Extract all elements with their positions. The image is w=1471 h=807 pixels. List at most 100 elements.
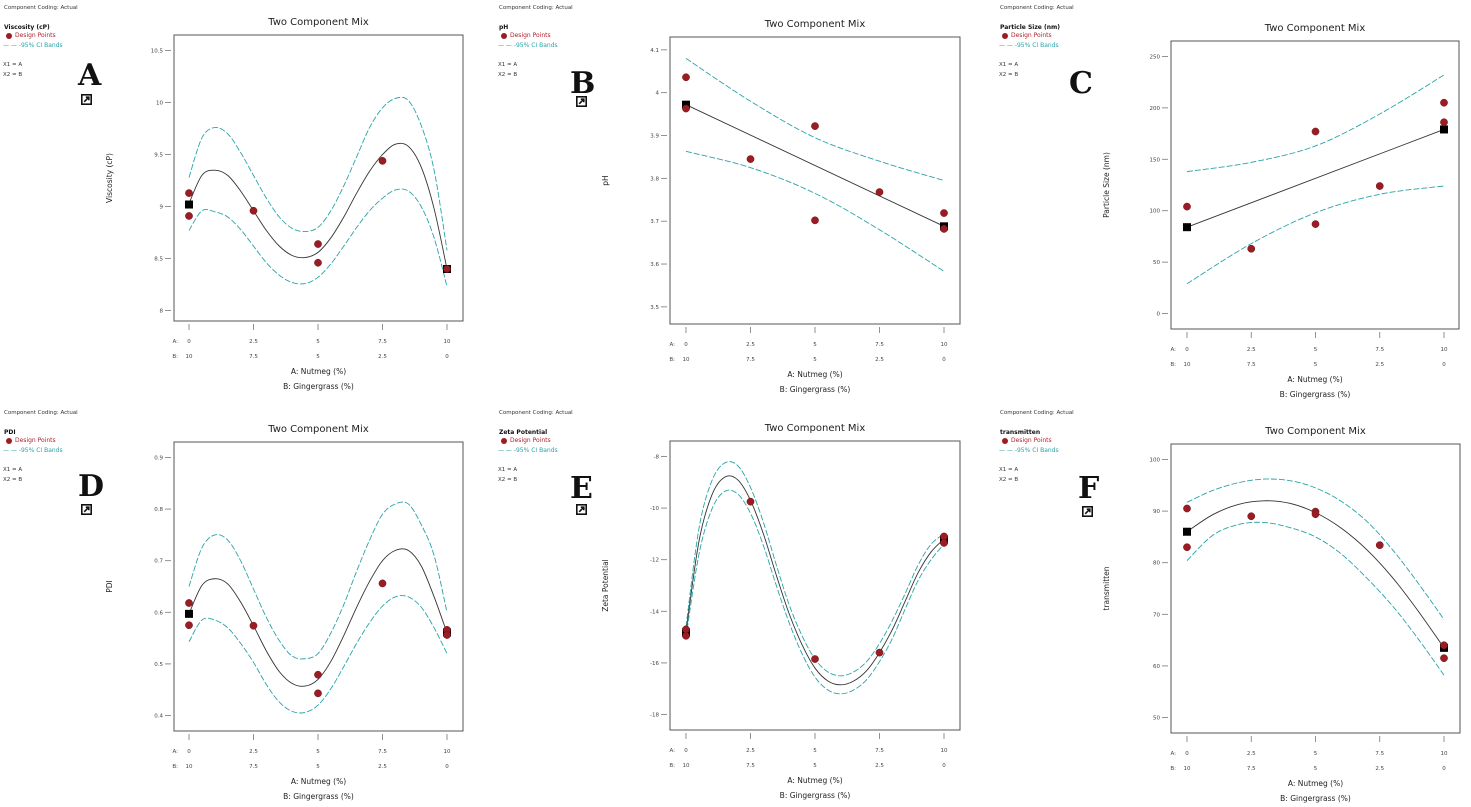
x-axis-label-b: B: Gingergrass (%) [283, 792, 354, 801]
design-point [1440, 641, 1448, 650]
x-tick-label-b: 7.5 [746, 357, 755, 363]
y-tick-label: 3.5 [650, 305, 659, 311]
x-axis-label-b: B: Gingergrass (%) [283, 382, 354, 391]
dashed-line-icon: — — [498, 42, 514, 49]
y-tick-label: 200 [1150, 106, 1161, 112]
actual-point-square [1183, 527, 1191, 536]
x-tick-label-a: 10 [1441, 347, 1448, 353]
x-axis-label-b: B: Gingergrass (%) [1280, 390, 1351, 399]
dashed-line-icon: — — [999, 447, 1015, 454]
panel-f: Component Coding: Actual transmitten Desig… [996, 405, 1471, 807]
y-tick-label: 8 [160, 309, 164, 315]
fit-line [685, 104, 945, 227]
panel-b: Component Coding: Actual pH Design Points —… [495, 0, 985, 402]
x2-mapping: X2 = B [3, 72, 23, 78]
x-tick-label-b: 2.5 [378, 764, 387, 770]
legend-ci-bands: — — -95% CI Bands [498, 42, 558, 49]
y-axis-label: transmitten [1102, 566, 1111, 610]
x-axis-label-a: A: Nutmeg (%) [1287, 375, 1342, 384]
response-name: PDI [4, 429, 16, 436]
x-tick-label-a: 7.5 [875, 748, 884, 754]
design-point-marker-icon [1002, 437, 1008, 444]
x-axis-label-a: A: Nutmeg (%) [291, 367, 346, 376]
x-axis-label-a: A: Nutmeg (%) [787, 776, 842, 785]
design-point [940, 209, 948, 217]
design-point [1183, 504, 1191, 513]
x1-mapping: X1 = A [498, 467, 518, 473]
x-tick-label-b: 0 [942, 357, 946, 363]
legend-ci-bands-label: -95% CI Bands [1014, 447, 1059, 454]
design-point [682, 631, 690, 640]
ci-upper-band [188, 96, 448, 251]
x-tick-label-a: 7.5 [1375, 347, 1384, 353]
x1-mapping: X1 = A [3, 62, 23, 68]
x-tick-label-b: 10 [683, 357, 690, 363]
expand-icon[interactable] [576, 96, 587, 107]
y-tick-label: -12 [650, 558, 659, 564]
y-axis-label: Viscosity (cP) [105, 153, 114, 203]
legend-design-points-label: Design Points [510, 437, 551, 444]
design-point [314, 240, 322, 248]
y-tick-label: 60 [1153, 664, 1160, 670]
x-tick-label-b: 0 [1442, 362, 1446, 368]
y-tick-label: 90 [1153, 509, 1160, 515]
expand-icon[interactable] [576, 504, 587, 515]
x2-mapping: X2 = B [999, 477, 1019, 483]
design-point [682, 104, 690, 113]
x-tick-label-b: 10 [1184, 766, 1191, 772]
design-point [940, 225, 948, 233]
chart-title: Two Component Mix [764, 423, 866, 434]
design-point [443, 265, 451, 273]
x-tick-label-b: 10 [186, 354, 193, 360]
x-tick-label-a: 5 [1314, 347, 1318, 353]
x-prefix-a: A: [669, 748, 675, 754]
design-point [314, 689, 322, 698]
actual-point-square [1440, 125, 1448, 134]
x-tick-label-a: 10 [444, 339, 451, 345]
x-tick-label-a: 0 [684, 342, 688, 348]
panel-letter: D [78, 469, 105, 504]
expand-icon[interactable] [81, 504, 92, 515]
x1-mapping: X1 = A [3, 467, 23, 473]
y-axis-label: pH [601, 175, 610, 185]
legend-design-points: Design Points [6, 32, 56, 39]
expand-icon[interactable] [1082, 506, 1093, 517]
x-axis-label-a: A: Nutmeg (%) [291, 777, 346, 786]
ci-upper-band [685, 58, 945, 181]
fit-line [188, 548, 448, 687]
legend-design-points-label: Design Points [15, 32, 56, 39]
x-tick-label-a: 10 [941, 748, 948, 754]
legend-ci-bands-label: -95% CI Bands [18, 42, 63, 49]
design-point [811, 216, 819, 225]
design-point [443, 631, 451, 639]
chart-d: Two Component Mix 0.4 0.5 0.6 0.7 0.8 0.9 PDI 0 1… [105, 424, 464, 801]
x-tick-label-a: 7.5 [378, 749, 387, 755]
y-tick-label: 100 [1150, 457, 1161, 463]
x-tick-label-b: 5 [1314, 766, 1318, 772]
plot-frame [173, 34, 464, 322]
y-tick-label: 0.5 [154, 662, 163, 668]
design-point [811, 122, 819, 130]
x-tick-label-a: 2.5 [746, 748, 755, 754]
legend-design-points: Design Points [1002, 32, 1052, 39]
x1-mapping: X1 = A [999, 62, 1019, 68]
y-tick-label: 10.5 [151, 49, 164, 55]
design-point [682, 73, 690, 82]
x1-mapping: X1 = A [498, 62, 518, 68]
x-prefix-a: A: [172, 339, 178, 345]
legend-ci-bands-label: -95% CI Bands [1014, 42, 1059, 49]
ci-lower-band [1186, 521, 1445, 676]
x-tick-label-a: 2.5 [249, 339, 258, 345]
plot-frame [669, 440, 961, 731]
design-point [314, 670, 322, 679]
panel-letter: C [1069, 66, 1093, 101]
chart-title: Two Component Mix [1264, 23, 1366, 34]
design-point [249, 206, 258, 215]
y-tick-label: 70 [1153, 612, 1160, 618]
chart-c: Two Component Mix050100150200250Particle… [1102, 23, 1460, 399]
design-point [1183, 202, 1191, 211]
y-tick-label: -16 [650, 661, 659, 667]
expand-icon[interactable] [81, 94, 92, 105]
response-name: Particle Size (nm) [1000, 24, 1060, 31]
ci-lower-band [1186, 185, 1445, 285]
